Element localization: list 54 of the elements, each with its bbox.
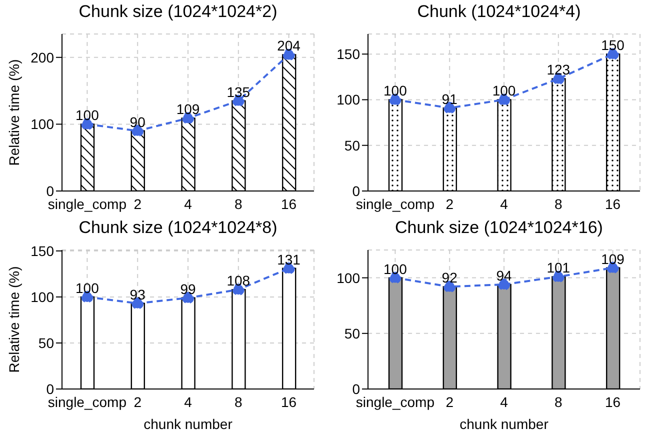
data-label: 131 <box>277 250 301 267</box>
x-tick-label: 4 <box>500 196 508 212</box>
y-tick-label: 100 <box>30 116 54 132</box>
x-tick-label: 8 <box>554 393 562 410</box>
data-label: 92 <box>442 269 458 286</box>
x-tick-label: 2 <box>134 196 142 212</box>
x-tick-label: 4 <box>184 196 192 212</box>
data-label: 90 <box>130 114 146 130</box>
data-label: 100 <box>76 107 100 124</box>
data-label: 100 <box>492 82 516 99</box>
data-label: 100 <box>384 82 408 99</box>
data-label: 99 <box>180 280 196 296</box>
y-axis-title: Relative time (%) <box>6 59 22 166</box>
x-tick-label: 16 <box>281 196 297 212</box>
chart-title: Chunk (1024*1024*4) <box>416 1 582 23</box>
data-label: 123 <box>546 62 570 78</box>
x-tick-label: 16 <box>281 393 297 410</box>
y-tick-label: 150 <box>30 242 54 258</box>
data-label: 109 <box>176 101 200 118</box>
x-axis-title: chunk number <box>144 416 233 431</box>
data-label: 100 <box>384 260 408 276</box>
y-tick-label: 150 <box>336 46 360 62</box>
chart-title: Chunk size (1024*1024*8) <box>78 216 278 238</box>
data-label: 108 <box>226 272 250 288</box>
x-tick-label: 8 <box>234 196 242 212</box>
y-tick-label: 100 <box>30 288 54 304</box>
y-tick-label: 50 <box>38 334 54 350</box>
y-axis-title: Relative time (%) <box>6 266 22 372</box>
chart-title: Chunk size (1024*1024*2) <box>78 1 278 23</box>
x-tick-label: 16 <box>605 393 621 410</box>
x-tick-label: 4 <box>184 393 192 410</box>
y-tick-label: 100 <box>336 269 360 286</box>
x-tick-label: 8 <box>234 393 242 410</box>
x-tick-label: 2 <box>446 393 454 410</box>
data-label: 109 <box>601 250 625 266</box>
data-label: 100 <box>76 279 100 296</box>
x-axis-title: chunk number <box>460 416 549 431</box>
data-label: 93 <box>130 286 146 302</box>
data-label: 150 <box>601 37 625 54</box>
y-tick-label: 200 <box>30 49 54 66</box>
x-tick-label: 16 <box>605 196 621 212</box>
y-tick-label: 50 <box>344 137 360 154</box>
data-label: 91 <box>442 90 458 107</box>
data-label: 135 <box>226 84 250 100</box>
y-tick-label: 50 <box>344 324 360 341</box>
data-label: 101 <box>546 259 570 276</box>
y-tick-label: 100 <box>336 92 360 108</box>
data-label: 204 <box>277 38 301 54</box>
x-tick-label: 2 <box>134 393 142 410</box>
chart-title: Chunk size (1024*1024*16) <box>394 216 604 238</box>
x-tick-label: 8 <box>554 196 562 212</box>
x-tick-label: 4 <box>500 393 508 410</box>
data-label: 94 <box>496 266 512 283</box>
x-tick-label: 2 <box>446 196 454 212</box>
